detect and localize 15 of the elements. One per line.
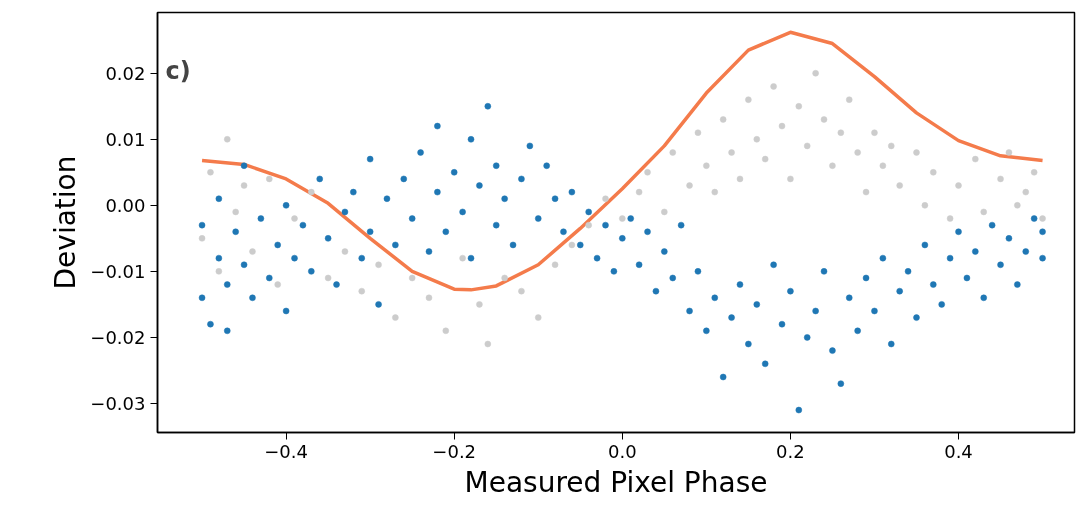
y-axis-title: Deviation xyxy=(49,155,83,290)
x-tick-label: −0.2 xyxy=(432,440,477,462)
y-tick-label: −0.03 xyxy=(90,392,146,414)
x-tick-label: 0.2 xyxy=(776,440,805,462)
x-tick-label: 0.0 xyxy=(607,440,637,462)
x-tick-label: −0.4 xyxy=(264,440,308,462)
y-tick-label: 0.00 xyxy=(105,194,146,216)
annotation: c) xyxy=(165,56,191,85)
line-series xyxy=(200,30,1045,292)
x-tick-label: 0.4 xyxy=(944,440,973,462)
x-axis-title: Measured Pixel Phase xyxy=(464,465,768,499)
y-tick-label: 0.02 xyxy=(105,62,146,84)
y-tick-label: −0.02 xyxy=(90,326,146,348)
y-tick-label: −0.01 xyxy=(90,260,146,282)
y-tick-label: 0.01 xyxy=(105,128,146,150)
